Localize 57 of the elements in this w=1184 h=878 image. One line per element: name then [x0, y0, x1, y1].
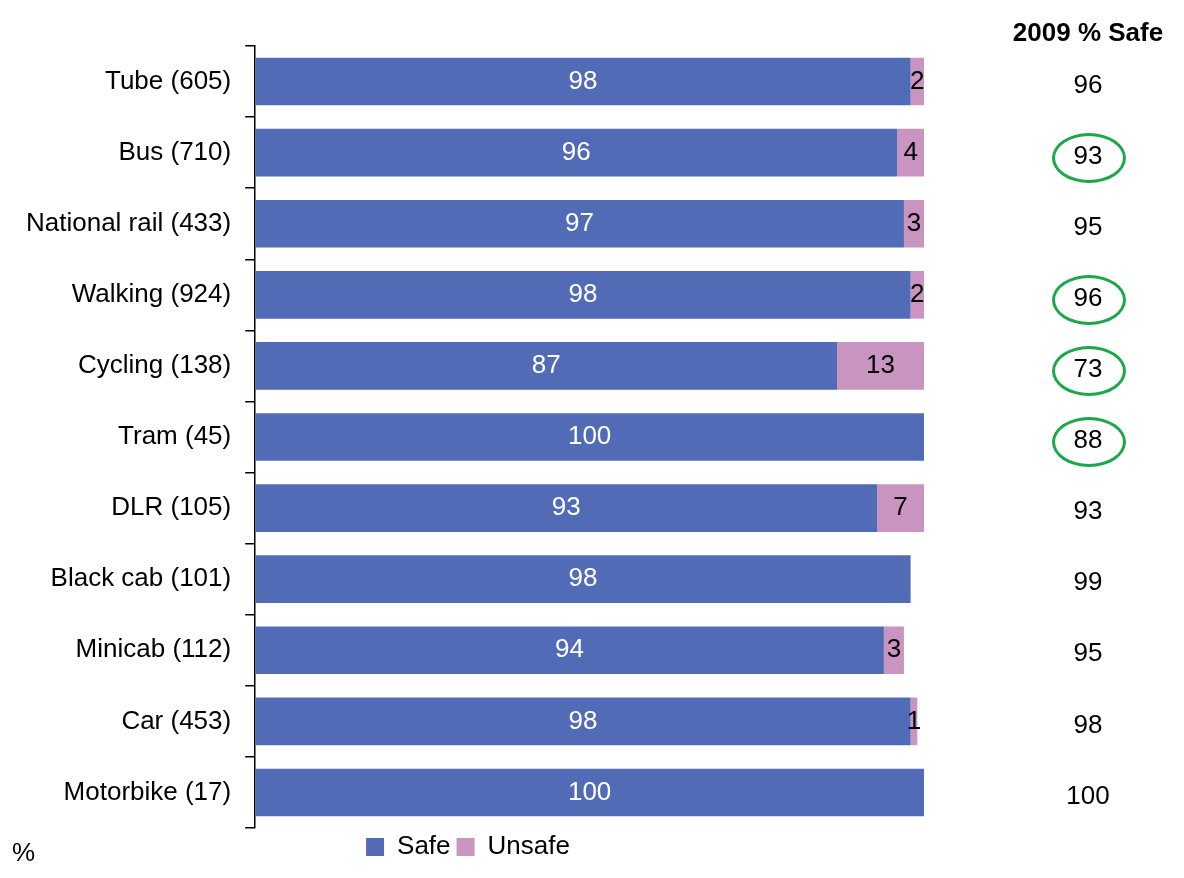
bar [877, 484, 924, 532]
data-label: 2 [910, 277, 925, 308]
data-label: 96 [561, 135, 591, 166]
data-label: 100 [567, 775, 612, 806]
data-label: 98 [568, 277, 598, 308]
text: 93 [1073, 139, 1103, 170]
data-label: 97 [565, 206, 595, 237]
text: 73 [1073, 353, 1103, 384]
text: % [12, 837, 36, 868]
y-tick-label: Motorbike (17) [63, 775, 232, 806]
y-tick-label: National rail (433) [25, 206, 232, 237]
text: 96 [1073, 68, 1103, 99]
text: 100 [1066, 779, 1110, 810]
text: 88 [1073, 424, 1103, 455]
bar [255, 128, 898, 177]
y-tick-label: Tube (605) [104, 64, 232, 95]
bar [255, 199, 904, 248]
data-label: 94 [555, 633, 584, 664]
bar [255, 342, 838, 390]
data-label: 98 [568, 64, 598, 95]
data-label: 100 [567, 420, 612, 451]
y-tick-label: Walking (924) [71, 277, 232, 308]
data-label: 87 [531, 349, 561, 380]
bar [255, 484, 878, 532]
y-tick-label: Bus (710) [118, 135, 232, 166]
y-tick-label: Tram (45) [118, 420, 232, 451]
data-label: 93 [551, 491, 581, 522]
data-label: 13 [866, 349, 895, 380]
legend-label: Unsafe [487, 830, 570, 861]
text: 98 [1073, 708, 1103, 739]
bar [255, 57, 911, 106]
y-tick-label: Car (453) [121, 704, 232, 735]
text: 99 [1073, 566, 1103, 597]
legend-label: Safe [397, 830, 451, 861]
y-tick-label: Cycling (138) [78, 349, 232, 380]
data-label: 98 [568, 562, 598, 593]
data-label: 7 [893, 491, 908, 522]
text: 2009 % Safe [1012, 17, 1164, 48]
data-label: 3 [906, 206, 922, 237]
data-label: 2 [910, 64, 925, 95]
data-label: 4 [903, 135, 918, 166]
bar [255, 626, 884, 675]
bar [255, 555, 911, 603]
y-tick-label: Minicab (112) [75, 633, 232, 664]
bar [897, 128, 924, 177]
data-label: 98 [568, 704, 598, 735]
bar [837, 342, 924, 390]
bar [255, 768, 924, 817]
bar [255, 271, 911, 319]
text: 93 [1073, 495, 1103, 526]
text: 95 [1073, 637, 1103, 668]
y-tick-label: Black cab (101) [50, 562, 232, 593]
text: 95 [1073, 210, 1103, 241]
bar [255, 413, 924, 461]
text: 96 [1073, 281, 1103, 312]
y-tick-label: DLR (105) [111, 491, 232, 522]
data-label: 3 [886, 633, 902, 664]
